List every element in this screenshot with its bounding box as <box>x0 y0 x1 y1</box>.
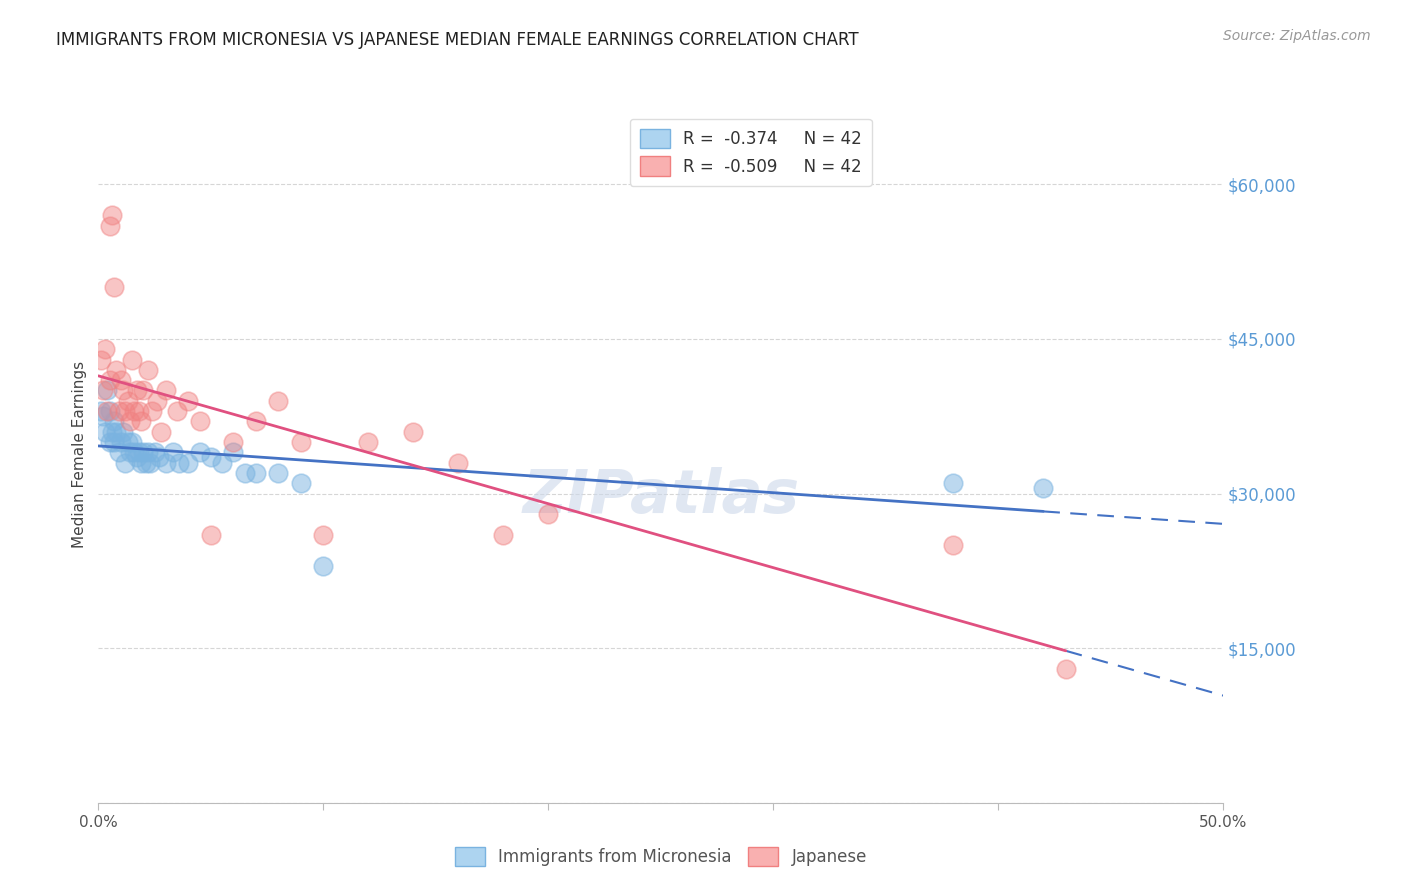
Point <box>125 450 148 465</box>
Point <box>112 384 135 398</box>
Point <box>112 425 135 439</box>
Point <box>537 507 560 521</box>
Point <box>91 409 114 424</box>
Point <box>105 363 128 377</box>
Point <box>1054 662 1077 676</box>
Point <box>357 435 380 450</box>
Point <box>146 393 169 408</box>
Point <box>942 476 965 491</box>
Point <box>98 435 121 450</box>
Point <box>1032 482 1054 496</box>
Point <box>132 445 155 459</box>
Point <box>117 435 139 450</box>
Point <box>447 456 470 470</box>
Point <box>118 445 141 459</box>
Point <box>96 404 118 418</box>
Point <box>312 528 335 542</box>
Point <box>107 404 129 418</box>
Point <box>188 414 211 428</box>
Point <box>312 558 335 573</box>
Point <box>169 456 191 470</box>
Point <box>107 445 129 459</box>
Point <box>211 456 233 470</box>
Point <box>110 435 132 450</box>
Point <box>103 414 125 428</box>
Point <box>98 373 121 387</box>
Point <box>129 414 152 428</box>
Point <box>90 352 112 367</box>
Point <box>155 456 177 470</box>
Point <box>125 384 148 398</box>
Point <box>105 425 128 439</box>
Point <box>200 528 222 542</box>
Point <box>94 343 117 357</box>
Point <box>128 404 150 418</box>
Point <box>91 384 114 398</box>
Text: ZIPatlas: ZIPatlas <box>522 467 800 526</box>
Point <box>492 528 515 542</box>
Point <box>222 445 245 459</box>
Point <box>155 384 177 398</box>
Point <box>128 445 150 459</box>
Point <box>103 280 125 294</box>
Point <box>121 435 143 450</box>
Point <box>290 476 312 491</box>
Point <box>124 445 146 459</box>
Point <box>177 393 200 408</box>
Point <box>162 445 184 459</box>
Point <box>136 445 159 459</box>
Point <box>101 425 124 439</box>
Point <box>110 373 132 387</box>
Point <box>121 352 143 367</box>
Point <box>245 414 267 428</box>
Point <box>90 404 112 418</box>
Point <box>135 456 157 470</box>
Point <box>200 450 222 465</box>
Point <box>267 393 290 408</box>
Point <box>222 435 245 450</box>
Point <box>148 450 170 465</box>
Point <box>233 466 256 480</box>
Point <box>150 425 173 439</box>
Point <box>267 466 290 480</box>
Point <box>101 208 124 222</box>
Legend: Immigrants from Micronesia, Japanese: Immigrants from Micronesia, Japanese <box>446 838 876 874</box>
Point <box>118 414 141 428</box>
Point <box>103 435 125 450</box>
Point <box>129 456 152 470</box>
Point <box>114 404 136 418</box>
Point <box>124 404 146 418</box>
Point <box>942 538 965 552</box>
Point <box>402 425 425 439</box>
Point <box>141 404 163 418</box>
Point <box>143 445 166 459</box>
Y-axis label: Median Female Earnings: Median Female Earnings <box>72 361 87 549</box>
Point <box>94 425 117 439</box>
Point <box>136 363 159 377</box>
Point <box>290 435 312 450</box>
Point <box>188 445 211 459</box>
Text: Source: ZipAtlas.com: Source: ZipAtlas.com <box>1223 29 1371 43</box>
Point <box>96 384 118 398</box>
Point <box>139 456 162 470</box>
Point <box>114 456 136 470</box>
Point <box>117 393 139 408</box>
Text: IMMIGRANTS FROM MICRONESIA VS JAPANESE MEDIAN FEMALE EARNINGS CORRELATION CHART: IMMIGRANTS FROM MICRONESIA VS JAPANESE M… <box>56 31 859 49</box>
Point <box>98 404 121 418</box>
Point <box>98 219 121 233</box>
Point <box>132 384 155 398</box>
Point <box>245 466 267 480</box>
Point <box>177 456 200 470</box>
Point <box>166 404 188 418</box>
